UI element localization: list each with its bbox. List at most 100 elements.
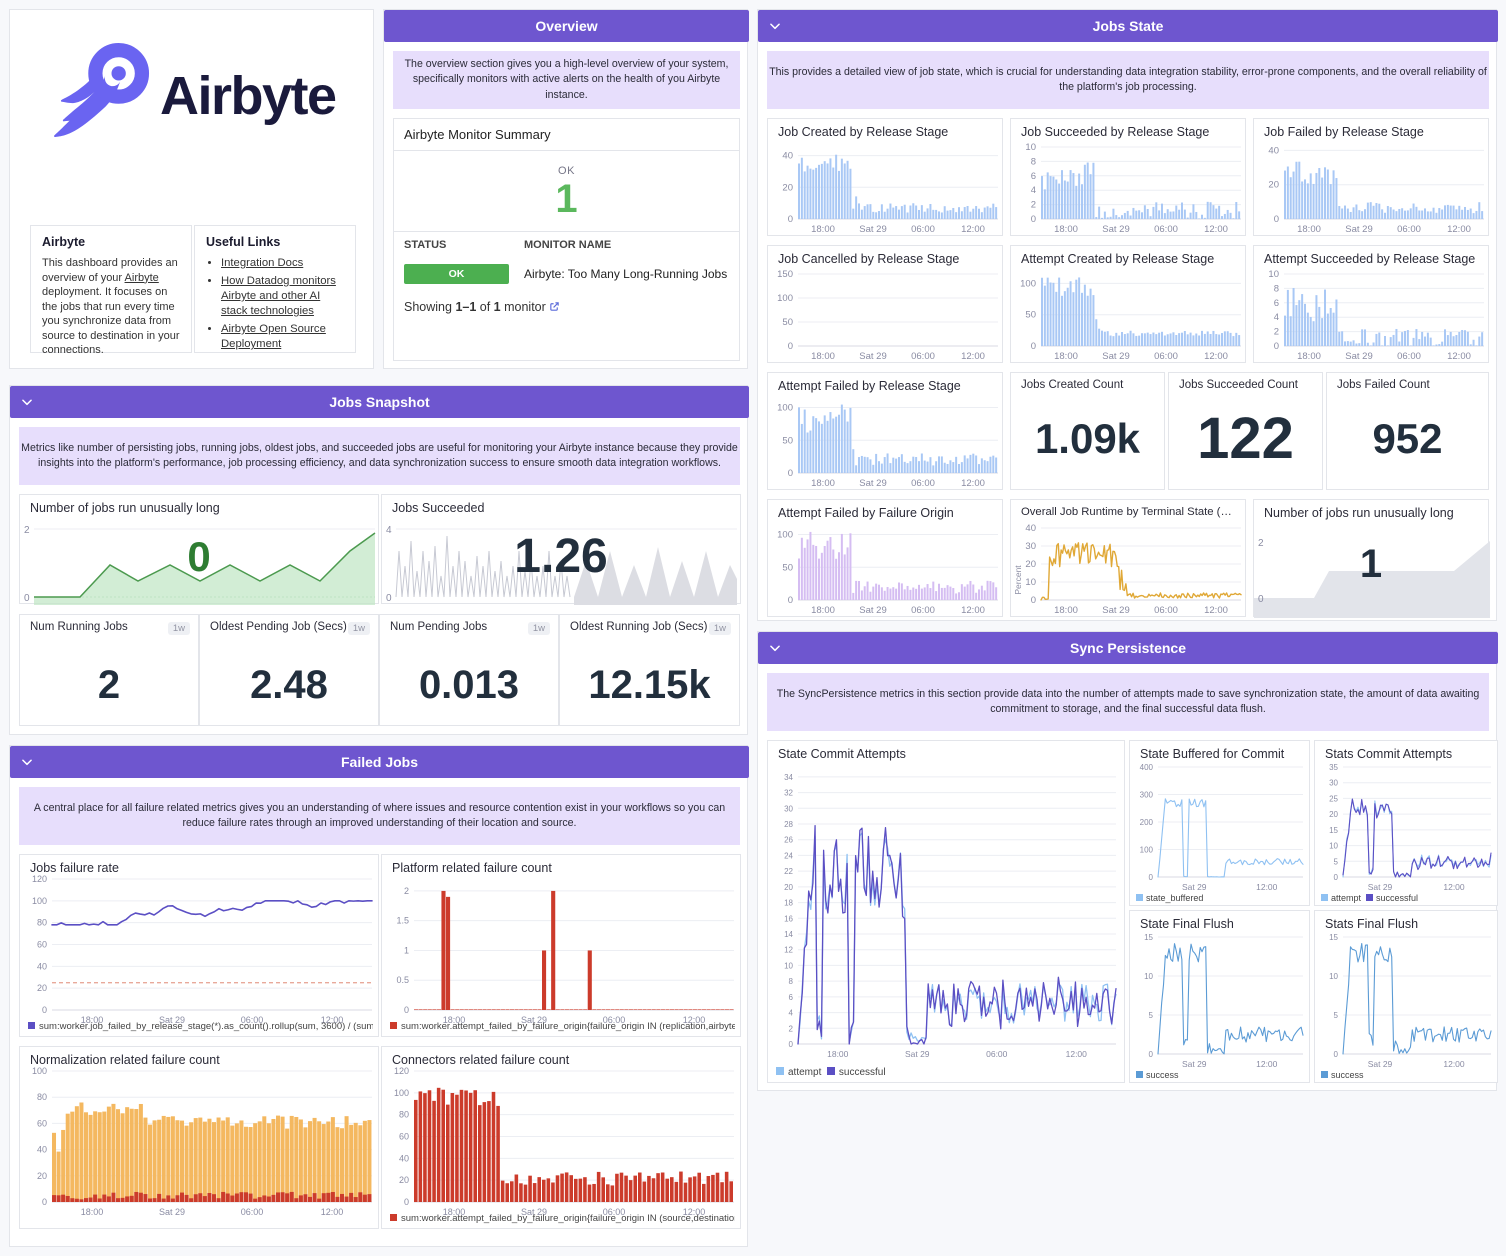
svg-text:06:00: 06:00 (1154, 605, 1178, 616)
svg-text:80: 80 (37, 918, 47, 928)
svg-text:5: 5 (1334, 1011, 1339, 1020)
svg-text:100: 100 (1020, 278, 1036, 289)
svg-text:80: 80 (399, 1110, 409, 1120)
svg-text:60: 60 (37, 1118, 47, 1128)
svg-text:40: 40 (37, 1145, 47, 1155)
svg-text:24: 24 (784, 851, 793, 860)
svg-text:0: 0 (788, 214, 793, 225)
svg-text:18:00: 18:00 (1054, 351, 1078, 362)
svg-text:0: 0 (1031, 341, 1036, 352)
svg-text:100: 100 (777, 530, 793, 541)
svg-text:2: 2 (789, 1024, 794, 1033)
svg-text:Sat 29: Sat 29 (1345, 224, 1372, 235)
svg-text:18:00: 18:00 (81, 1207, 104, 1217)
svg-text:150: 150 (777, 269, 793, 280)
svg-text:100: 100 (32, 1066, 47, 1076)
svg-text:20: 20 (37, 983, 47, 993)
svg-text:18:00: 18:00 (811, 478, 835, 489)
svg-text:50: 50 (782, 562, 793, 573)
svg-text:18:00: 18:00 (1054, 605, 1078, 616)
svg-text:4: 4 (1274, 312, 1279, 323)
svg-text:06:00: 06:00 (986, 1049, 1008, 1059)
svg-text:Sat 29: Sat 29 (1368, 882, 1393, 892)
svg-text:Sat 29: Sat 29 (859, 351, 886, 362)
svg-text:10: 10 (1329, 972, 1338, 981)
svg-text:2: 2 (1031, 200, 1036, 211)
svg-text:0: 0 (788, 468, 793, 479)
svg-text:06:00: 06:00 (241, 1207, 264, 1217)
svg-text:100: 100 (777, 293, 793, 304)
svg-text:0: 0 (42, 1005, 47, 1015)
svg-text:Sat 29: Sat 29 (859, 478, 886, 489)
svg-text:1: 1 (404, 945, 409, 955)
svg-text:30: 30 (1329, 779, 1338, 788)
svg-text:10: 10 (1025, 142, 1036, 153)
svg-text:1.5: 1.5 (396, 916, 409, 926)
svg-text:50: 50 (782, 317, 793, 328)
svg-text:12:00: 12:00 (1204, 605, 1228, 616)
svg-text:0: 0 (1149, 1050, 1154, 1059)
svg-text:100: 100 (394, 1088, 409, 1098)
svg-text:2: 2 (1274, 327, 1279, 338)
svg-text:0: 0 (404, 1197, 409, 1207)
svg-text:0: 0 (42, 1197, 47, 1207)
svg-text:8: 8 (1031, 156, 1036, 167)
svg-text:16: 16 (784, 914, 793, 923)
svg-text:06:00: 06:00 (911, 224, 935, 235)
svg-text:18: 18 (784, 899, 793, 908)
svg-text:6: 6 (1274, 298, 1279, 309)
svg-text:20: 20 (37, 1171, 47, 1181)
svg-text:15: 15 (1329, 826, 1338, 835)
svg-text:12:00: 12:00 (1447, 351, 1471, 362)
svg-text:12:00: 12:00 (961, 605, 985, 616)
svg-text:12:00: 12:00 (1256, 1059, 1278, 1069)
svg-text:50: 50 (1025, 310, 1036, 321)
svg-text:2: 2 (404, 886, 409, 896)
svg-text:06:00: 06:00 (1154, 224, 1178, 235)
svg-text:0: 0 (1031, 595, 1036, 606)
svg-text:25: 25 (1329, 794, 1338, 803)
svg-text:12:00: 12:00 (961, 478, 985, 489)
svg-text:12: 12 (784, 946, 793, 955)
svg-text:18:00: 18:00 (1054, 224, 1078, 235)
svg-text:22: 22 (784, 867, 793, 876)
svg-text:14: 14 (784, 930, 793, 939)
svg-text:30: 30 (1025, 541, 1036, 552)
svg-text:12:00: 12:00 (1204, 351, 1228, 362)
svg-text:15: 15 (1329, 933, 1338, 942)
svg-text:Percent: Percent (1013, 565, 1023, 595)
svg-text:18:00: 18:00 (1297, 351, 1321, 362)
svg-text:8: 8 (789, 977, 794, 986)
svg-text:15: 15 (1144, 933, 1153, 942)
svg-text:0: 0 (24, 593, 30, 604)
svg-text:20: 20 (784, 883, 793, 892)
svg-text:200: 200 (1140, 818, 1154, 827)
svg-text:10: 10 (1268, 269, 1279, 280)
svg-text:26: 26 (784, 836, 793, 845)
svg-text:20: 20 (399, 1175, 409, 1185)
svg-text:6: 6 (1031, 171, 1036, 182)
svg-text:Sat 29: Sat 29 (1102, 351, 1129, 362)
svg-text:06:00: 06:00 (911, 605, 935, 616)
svg-text:06:00: 06:00 (1397, 351, 1421, 362)
svg-text:Sat 29: Sat 29 (1345, 351, 1372, 362)
svg-text:12:00: 12:00 (1447, 224, 1471, 235)
svg-text:18:00: 18:00 (811, 224, 835, 235)
svg-text:120: 120 (32, 874, 47, 884)
svg-text:12:00: 12:00 (961, 351, 985, 362)
svg-text:0: 0 (788, 595, 793, 606)
svg-text:35: 35 (1329, 763, 1338, 772)
svg-text:80: 80 (37, 1092, 47, 1102)
svg-text:0: 0 (1031, 214, 1036, 225)
svg-text:06:00: 06:00 (1397, 224, 1421, 235)
svg-text:Sat 29: Sat 29 (159, 1207, 185, 1217)
svg-text:Sat 29: Sat 29 (1102, 605, 1129, 616)
svg-text:Sat 29: Sat 29 (859, 224, 886, 235)
svg-text:12:00: 12:00 (1443, 882, 1465, 892)
svg-text:100: 100 (777, 403, 793, 414)
svg-text:32: 32 (784, 789, 793, 798)
svg-text:300: 300 (1140, 791, 1154, 800)
svg-text:120: 120 (394, 1066, 409, 1076)
svg-text:0: 0 (1334, 1050, 1339, 1059)
svg-text:5: 5 (1149, 1011, 1154, 1020)
